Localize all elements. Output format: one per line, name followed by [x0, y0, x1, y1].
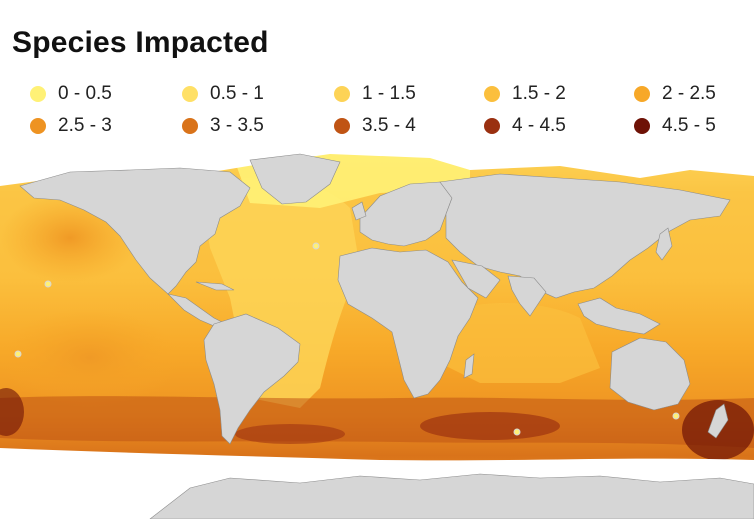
- legend-label: 2 - 2.5: [662, 83, 716, 104]
- arctic-ice: [0, 148, 754, 186]
- antarctica: [149, 473, 754, 519]
- island-marker: [14, 350, 22, 358]
- legend-swatch: [182, 118, 198, 134]
- world-map-svg: [0, 148, 754, 519]
- legend-swatch: [484, 86, 500, 102]
- south-america: [203, 313, 301, 445]
- atlantic-band: [200, 177, 360, 408]
- legend-item-8: 4 - 4.5: [484, 114, 566, 138]
- south-pacific-patch: [0, 308, 180, 408]
- legend-swatch: [334, 86, 350, 102]
- legend: 0 - 0.5 0.5 - 1 1 - 1.5 1.5 - 2 2 - 2.5 …: [0, 74, 754, 144]
- legend-label: 2.5 - 3: [58, 115, 112, 136]
- west-edge-dark-patch: [0, 388, 24, 436]
- legend-item-2: 1 - 1.5: [334, 82, 416, 106]
- legend-swatch: [634, 86, 650, 102]
- legend-item-4: 2 - 2.5: [634, 82, 716, 106]
- legend-item-9: 4.5 - 5: [634, 114, 716, 138]
- map-title: Species Impacted: [12, 26, 269, 59]
- southern-ocean-band: [0, 396, 754, 448]
- legend-item-1: 0.5 - 1: [182, 82, 264, 106]
- legend-label: 3 - 3.5: [210, 115, 264, 136]
- legend-item-3: 1.5 - 2: [484, 82, 566, 106]
- world-map: [0, 148, 754, 519]
- caribbean-islands: [195, 281, 235, 291]
- north-america: [19, 167, 251, 295]
- uk: [351, 201, 367, 221]
- europe: [359, 181, 453, 247]
- island-marker: [672, 412, 680, 420]
- arabian-peninsula: [451, 259, 501, 299]
- australia: [609, 337, 691, 411]
- legend-label: 4 - 4.5: [512, 115, 566, 136]
- africa: [337, 247, 479, 399]
- legend-swatch: [634, 118, 650, 134]
- new-zealand: [707, 403, 729, 439]
- island-marker: [513, 428, 521, 436]
- madagascar: [463, 353, 475, 379]
- legend-swatch: [182, 86, 198, 102]
- southern-dark-patch-1: [420, 412, 560, 440]
- legend-item-5: 2.5 - 3: [30, 114, 112, 138]
- legend-label: 3.5 - 4: [362, 115, 416, 136]
- legend-item-6: 3 - 3.5: [182, 114, 264, 138]
- legend-label: 1.5 - 2: [512, 83, 566, 104]
- india: [507, 275, 547, 317]
- legend-label: 1 - 1.5: [362, 83, 416, 104]
- legend-label: 4.5 - 5: [662, 115, 716, 136]
- asia: [439, 173, 731, 299]
- greenland: [249, 153, 341, 205]
- legend-label: 0 - 0.5: [58, 83, 112, 104]
- legend-item-0: 0 - 0.5: [30, 82, 112, 106]
- island-marker: [44, 280, 52, 288]
- legend-label: 0.5 - 1: [210, 83, 264, 104]
- legend-swatch: [30, 118, 46, 134]
- legend-swatch: [30, 86, 46, 102]
- southern-dark-patch-2: [235, 424, 345, 444]
- island-marker: [312, 242, 320, 250]
- legend-swatch: [334, 118, 350, 134]
- southeast-asia-islands: [577, 297, 661, 335]
- legend-swatch: [484, 118, 500, 134]
- japan: [655, 227, 673, 261]
- legend-item-7: 3.5 - 4: [334, 114, 416, 138]
